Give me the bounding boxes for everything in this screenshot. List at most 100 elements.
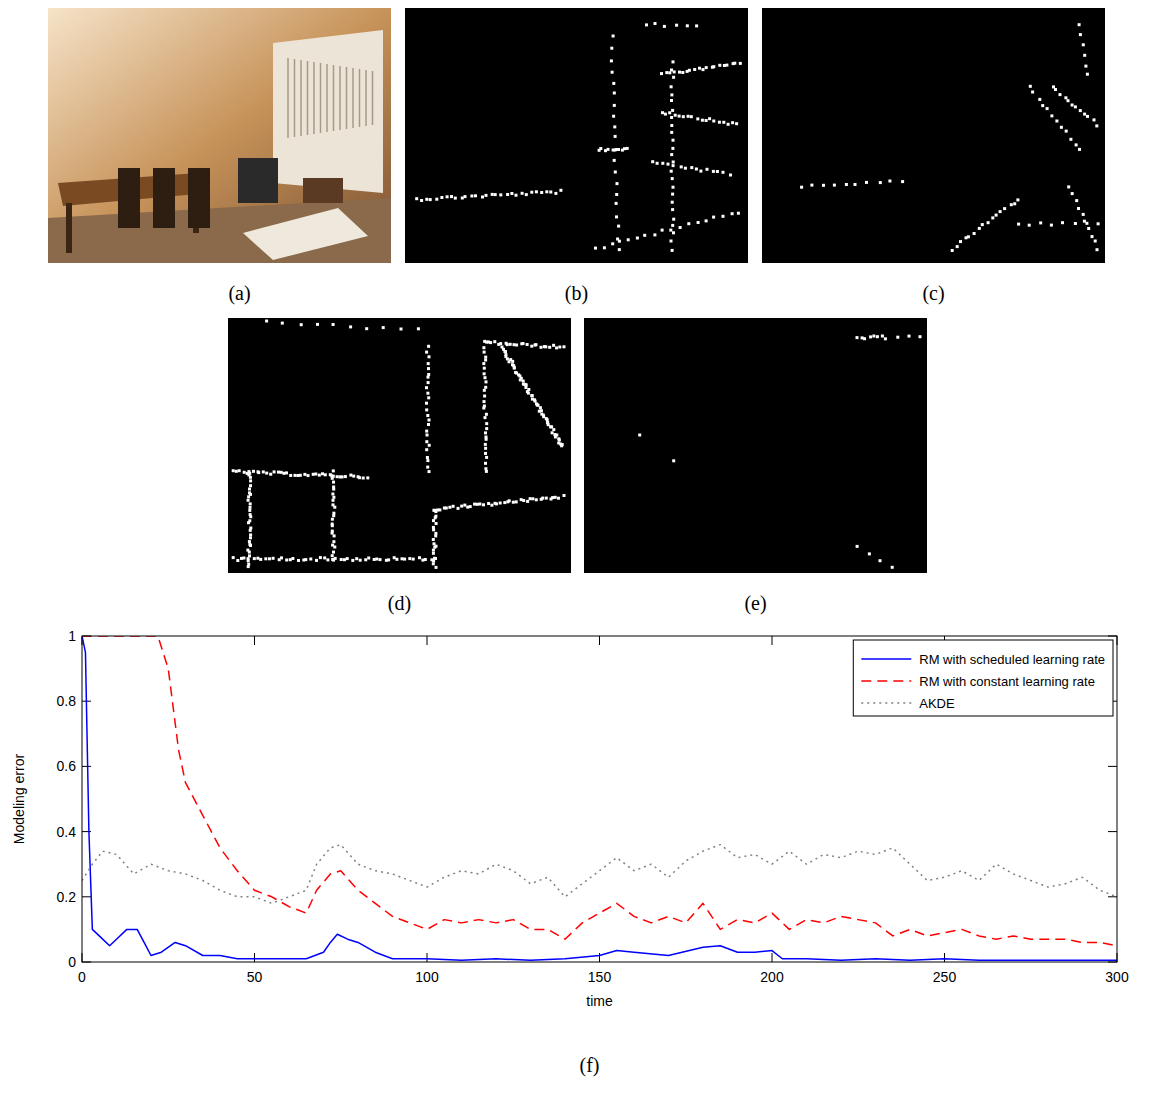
foreground-pixel (484, 443, 487, 446)
foreground-pixel (425, 386, 428, 389)
image-background (584, 318, 927, 573)
foreground-pixel (531, 497, 534, 500)
foreground-pixel (499, 193, 502, 196)
foreground-pixel (1097, 222, 1100, 225)
foreground-pixel (336, 475, 339, 478)
foreground-pixel (526, 343, 529, 346)
foreground-pixel (425, 198, 428, 201)
foreground-pixel (876, 335, 879, 338)
foreground-pixel (273, 470, 276, 473)
wall (48, 8, 391, 263)
legend-swatch (861, 702, 911, 704)
chair (118, 168, 140, 228)
foreground-pixel (671, 193, 674, 196)
foreground-pixel (727, 123, 730, 126)
foreground-pixel (485, 438, 488, 441)
panel-label: (b) (565, 282, 588, 305)
foreground-pixel (725, 64, 728, 67)
foreground-pixel (333, 534, 336, 537)
x-tick (599, 636, 600, 645)
foreground-pixel (332, 559, 335, 562)
foreground-pixel (884, 337, 887, 340)
foreground-pixel (1085, 222, 1088, 225)
foreground-pixel (252, 470, 255, 473)
foreground-pixel (1050, 114, 1053, 117)
foreground-pixel (612, 35, 615, 38)
foreground-pixel (653, 233, 656, 236)
foreground-pixel (645, 23, 648, 26)
blind-slat (365, 70, 367, 126)
foreground-pixel (493, 340, 496, 343)
foreground-pixel (981, 223, 984, 226)
foreground-pixel (663, 25, 666, 28)
foreground-pixel (1084, 65, 1087, 68)
foreground-pixel (1079, 33, 1082, 36)
foreground-pixel (420, 199, 423, 202)
foreground-pixel (534, 344, 537, 347)
foreground-pixel (526, 500, 529, 503)
foreground-pixel (238, 469, 241, 472)
foreground-pixel (617, 148, 620, 151)
blinds (273, 30, 383, 193)
foreground-pixel (393, 556, 396, 559)
foreground-pixel (248, 509, 251, 512)
foreground-pixel (476, 503, 479, 506)
foreground-pixel (693, 68, 696, 71)
foreground-pixel (615, 215, 618, 218)
foreground-pixel (351, 559, 354, 562)
foreground-pixel (485, 470, 488, 473)
blind-slat (307, 61, 309, 135)
foreground-pixel (461, 197, 464, 200)
foreground-pixel (671, 177, 674, 180)
foreground-pixel (669, 229, 672, 232)
foreground-pixel (1067, 99, 1070, 102)
foreground-pixel (544, 345, 547, 348)
foreground-pixel (249, 529, 252, 532)
chair (188, 168, 210, 228)
foreground-pixel (332, 499, 335, 502)
x-tick-label: 100 (415, 969, 439, 985)
foreground-pixel (321, 472, 324, 475)
foreground-pixel (661, 162, 664, 165)
foreground-pixel (672, 76, 675, 79)
floor (48, 198, 391, 263)
foreground-pixel (481, 196, 484, 199)
foreground-pixel (463, 504, 466, 507)
foreground-pixel (722, 215, 725, 218)
foreground-pixel (232, 469, 235, 472)
foreground-pixel (309, 558, 312, 561)
foreground-pixel (236, 559, 239, 562)
foreground-pixel (614, 135, 617, 138)
foreground-pixel (623, 147, 626, 150)
foreground-pixel (670, 131, 673, 134)
foreground-pixel (522, 499, 525, 502)
foreground-pixel (706, 168, 709, 171)
foreground-pixel (285, 559, 288, 562)
foreground-pixel (545, 497, 548, 500)
foreground-pixel (687, 222, 690, 225)
foreground-pixel (627, 238, 630, 241)
foreground-pixel (891, 566, 894, 569)
foreground-pixel (617, 225, 620, 228)
foreground-pixel (712, 216, 715, 219)
foreground-pixel (854, 183, 857, 186)
foreground-pixel (530, 394, 533, 397)
foreground-pixel (432, 519, 435, 522)
foreground-pixel (679, 226, 682, 229)
foreground-pixel (510, 192, 513, 195)
foreground-pixel (247, 495, 250, 498)
foreground-pixel (433, 546, 436, 549)
foreground-pixel (433, 557, 436, 560)
panel-label: (a) (228, 282, 250, 305)
foreground-pixel (530, 191, 533, 194)
foreground-pixel (638, 434, 641, 437)
foreground-pixel (440, 196, 443, 199)
foreground-pixel (426, 466, 429, 469)
foreground-pixel (901, 180, 904, 183)
foreground-pixel (810, 184, 813, 187)
foreground-pixel (563, 494, 566, 497)
foreground-pixel (522, 342, 525, 345)
binary-image (228, 318, 571, 573)
blind-slat (372, 71, 374, 125)
foreground-pixel (1050, 224, 1053, 227)
